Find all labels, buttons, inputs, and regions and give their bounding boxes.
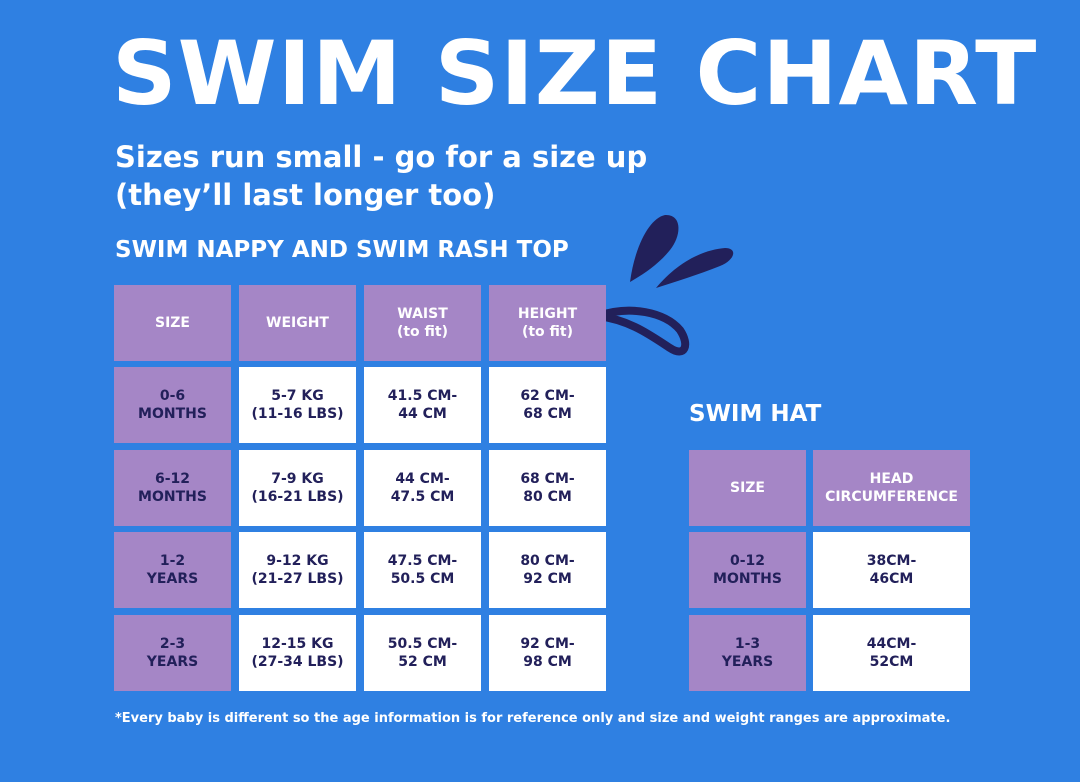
nappy-header-cell: WAIST (to fit) xyxy=(364,285,481,361)
nappy-size-cell: 1-2 YEARS xyxy=(114,532,231,608)
nappy-value-cell: 92 CM- 98 CM xyxy=(489,615,606,691)
subtitle-line-2: (they’ll last longer too) xyxy=(115,178,496,212)
subtitle-line-1: Sizes run small - go for a size up xyxy=(115,140,648,174)
nappy-value-cell: 41.5 CM- 44 CM xyxy=(364,367,481,443)
nappy-header-cell: SIZE xyxy=(114,285,231,361)
nappy-value-cell: 7-9 KG (16-21 LBS) xyxy=(239,450,356,526)
nappy-value-cell: 5-7 KG (11-16 LBS) xyxy=(239,367,356,443)
splash-doodle-icon xyxy=(596,214,734,356)
nappy-value-cell: 44 CM- 47.5 CM xyxy=(364,450,481,526)
footnote: *Every baby is different so the age info… xyxy=(115,711,951,726)
hat-table-heading: SWIM HAT xyxy=(689,401,822,427)
nappy-value-cell: 12-15 KG (27-34 LBS) xyxy=(239,615,356,691)
nappy-value-cell: 47.5 CM- 50.5 CM xyxy=(364,532,481,608)
nappy-header-cell: WEIGHT xyxy=(239,285,356,361)
nappy-table-heading: SWIM NAPPY AND SWIM RASH TOP xyxy=(115,237,569,263)
hat-value-cell: 44CM- 52CM xyxy=(813,615,970,691)
hat-header-cell: SIZE xyxy=(689,450,806,526)
nappy-value-cell: 68 CM- 80 CM xyxy=(489,450,606,526)
hat-size-cell: 1-3 YEARS xyxy=(689,615,806,691)
subtitle: Sizes run small - go for a size up (they… xyxy=(115,138,647,214)
nappy-size-cell: 2-3 YEARS xyxy=(114,615,231,691)
nappy-value-cell: 50.5 CM- 52 CM xyxy=(364,615,481,691)
hat-value-cell: 38CM- 46CM xyxy=(813,532,970,608)
nappy-size-cell: 0-6 MONTHS xyxy=(114,367,231,443)
hat-header-cell: HEAD CIRCUMFERENCE xyxy=(813,450,970,526)
nappy-value-cell: 62 CM- 68 CM xyxy=(489,367,606,443)
nappy-header-cell: HEIGHT (to fit) xyxy=(489,285,606,361)
page-title: SWIM SIZE CHART xyxy=(112,22,1038,125)
nappy-value-cell: 9-12 KG (21-27 LBS) xyxy=(239,532,356,608)
nappy-value-cell: 80 CM- 92 CM xyxy=(489,532,606,608)
hat-size-cell: 0-12 MONTHS xyxy=(689,532,806,608)
nappy-size-cell: 6-12 MONTHS xyxy=(114,450,231,526)
